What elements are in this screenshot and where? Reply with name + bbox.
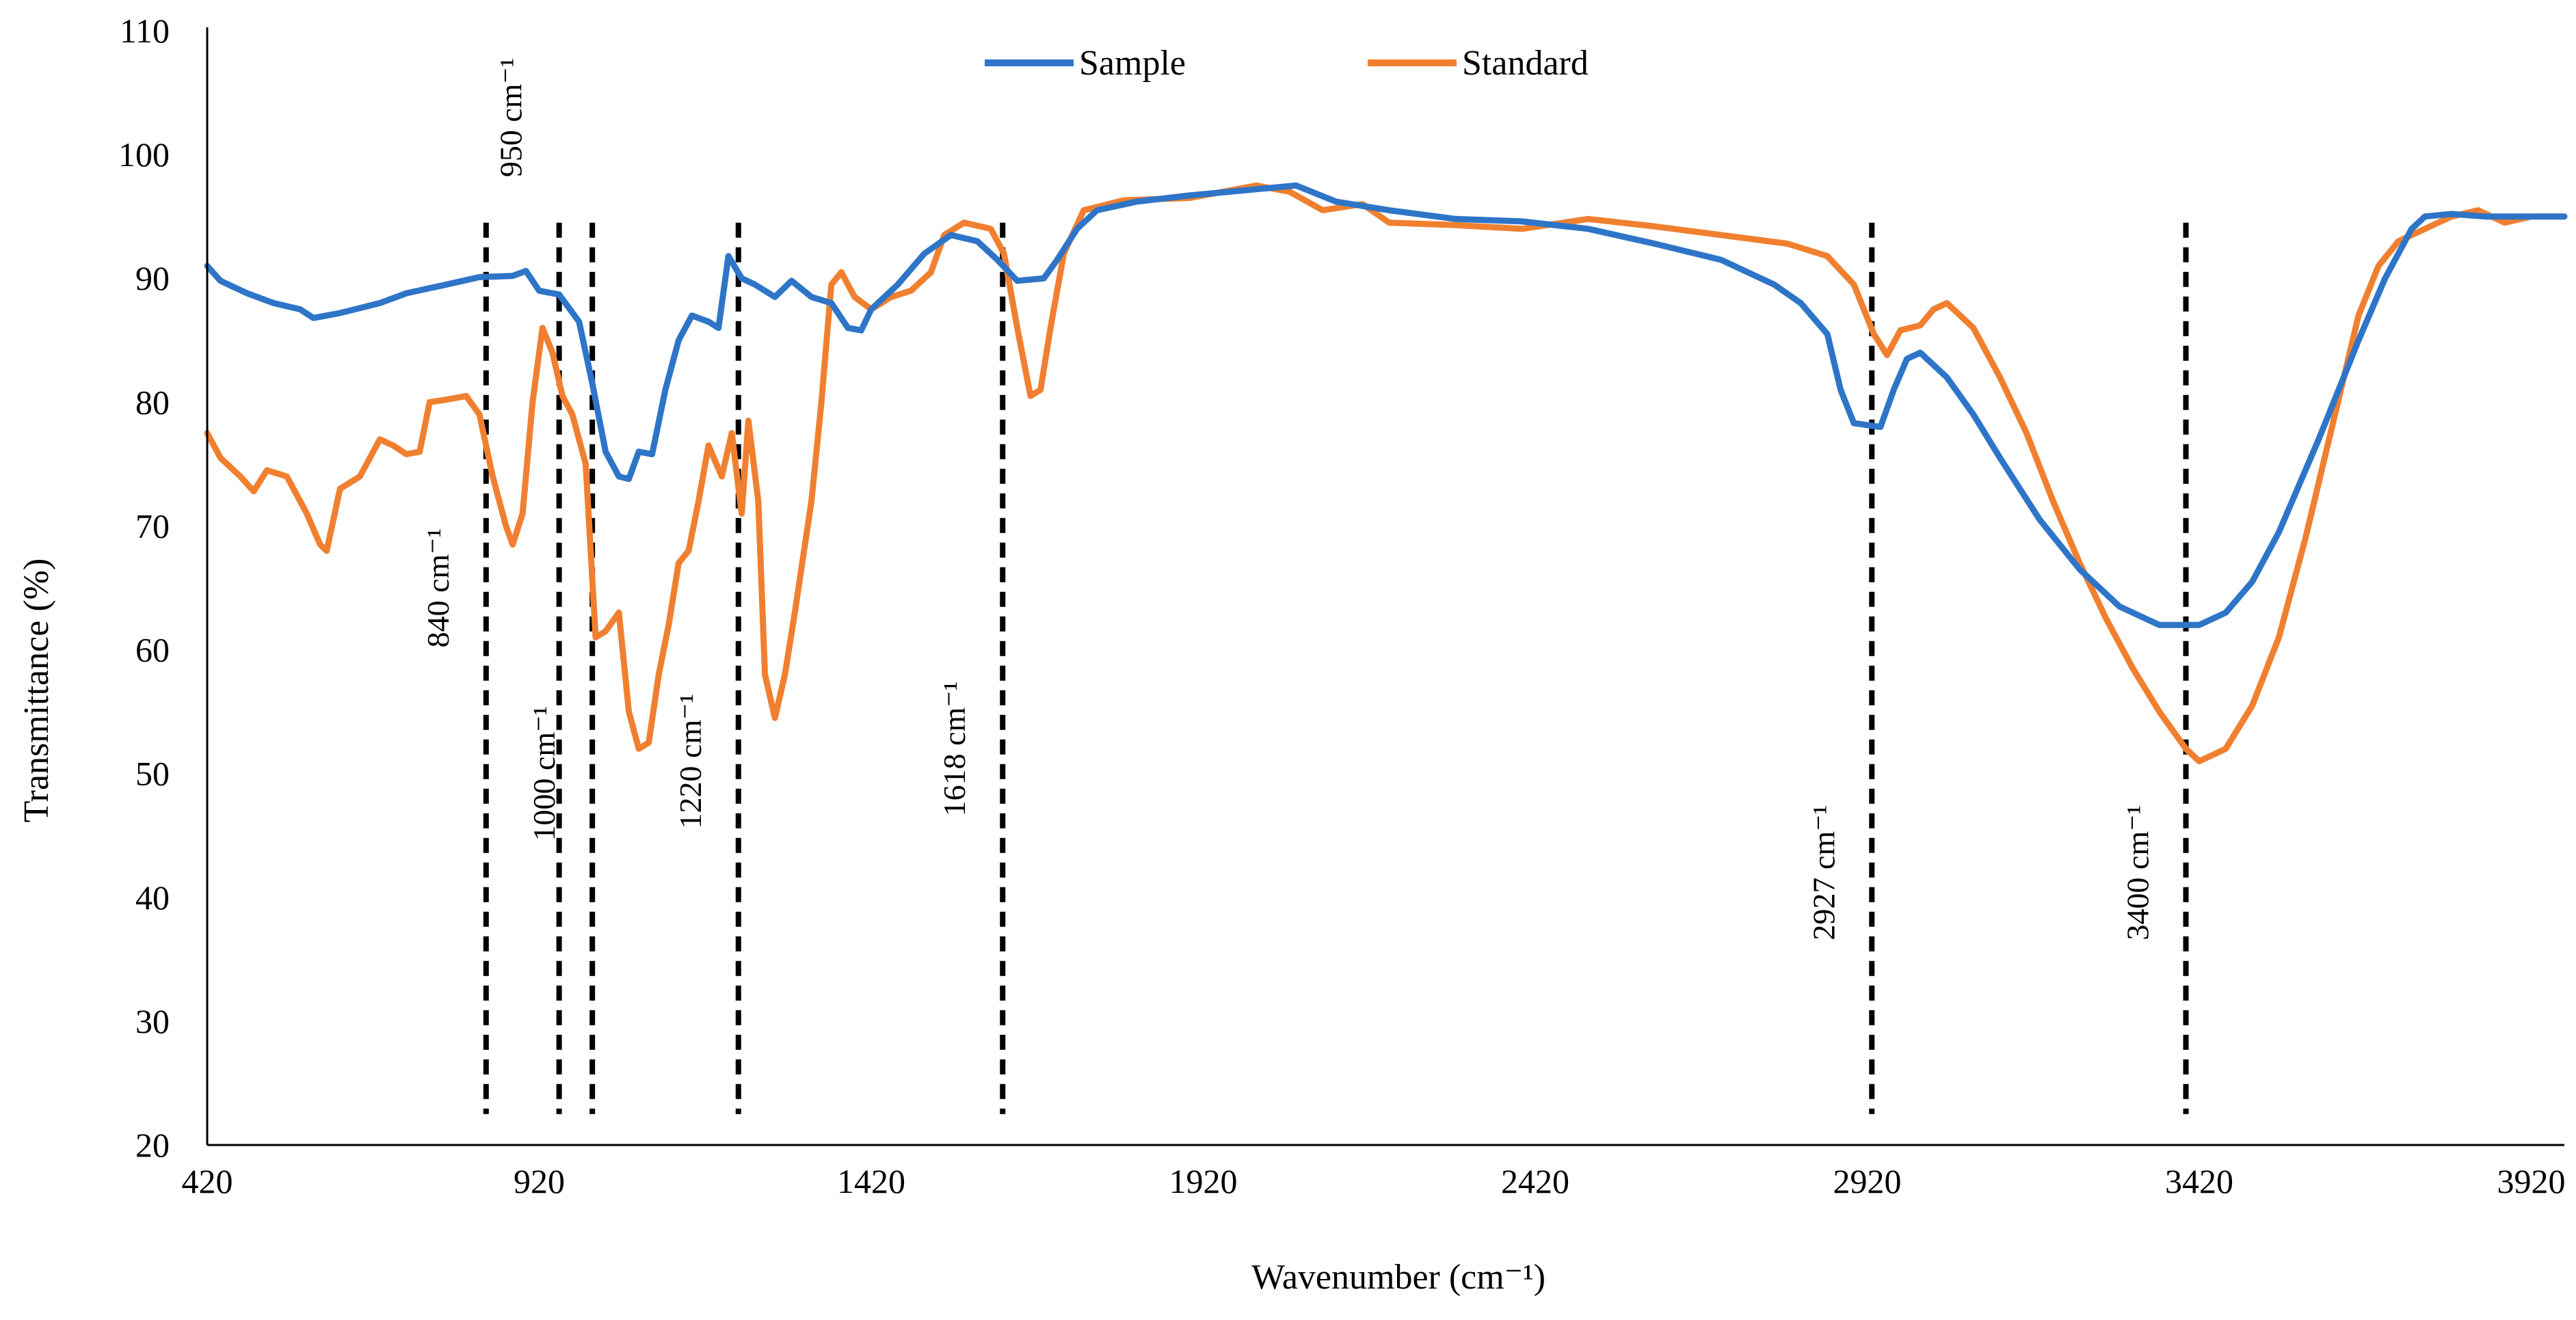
peak-annotation: 1220 cm⁻¹: [673, 694, 708, 829]
peak-annotation: 950 cm⁻¹: [494, 57, 529, 177]
legend-label: Sample: [1079, 44, 1186, 83]
x-tick-label: 920: [514, 1162, 565, 1200]
y-axis-title: Transmittance (%): [17, 558, 56, 823]
x-tick-label: 420: [182, 1162, 233, 1200]
y-tick-label: 40: [135, 878, 170, 917]
y-tick-label: 20: [135, 1126, 170, 1164]
x-tick-label: 1920: [1169, 1162, 1237, 1200]
series-layer: [204, 182, 2568, 765]
y-tick-label: 60: [135, 631, 170, 669]
y-tick-label: 80: [135, 383, 170, 421]
x-tick-label: 2420: [1501, 1162, 1569, 1200]
series-line-sample: [204, 182, 2568, 628]
y-tick-label: 110: [120, 12, 170, 50]
legend: Sample Standard: [985, 44, 1589, 83]
x-axis-title: Wavenumber (cm⁻¹): [1251, 1258, 1545, 1297]
reference-lines: [483, 222, 2189, 1114]
y-tick-label: 90: [135, 259, 170, 297]
x-tick-label: 3920: [2497, 1162, 2565, 1200]
y-tick-label: 100: [118, 135, 170, 174]
annotations: 840 cm⁻¹ 950 cm⁻¹ 1000 cm⁻¹ 1220 cm⁻¹ 1618 c…: [421, 57, 2155, 940]
peak-annotation: 1618 cm⁻¹: [937, 682, 972, 817]
legend-label: Standard: [1462, 44, 1589, 83]
x-tick-label: 1420: [837, 1162, 905, 1200]
x-tick-label: 2920: [1833, 1162, 1901, 1200]
axes-layer: 420 920 1420 1920 2420 2920 3420 3920 20 30 40 50 60…: [118, 12, 2565, 1200]
y-tick-label: 70: [135, 507, 170, 545]
peak-annotation: 3400 cm⁻¹: [2121, 805, 2155, 941]
peak-annotation: 2927 cm⁻¹: [1806, 805, 1841, 941]
y-tick-label: 50: [135, 755, 170, 793]
peak-annotation: 840 cm⁻¹: [421, 528, 455, 648]
x-tick-label: 3420: [2165, 1162, 2233, 1200]
y-tick-label: 30: [135, 1002, 170, 1040]
peak-annotation: 1000 cm⁻¹: [527, 706, 561, 841]
